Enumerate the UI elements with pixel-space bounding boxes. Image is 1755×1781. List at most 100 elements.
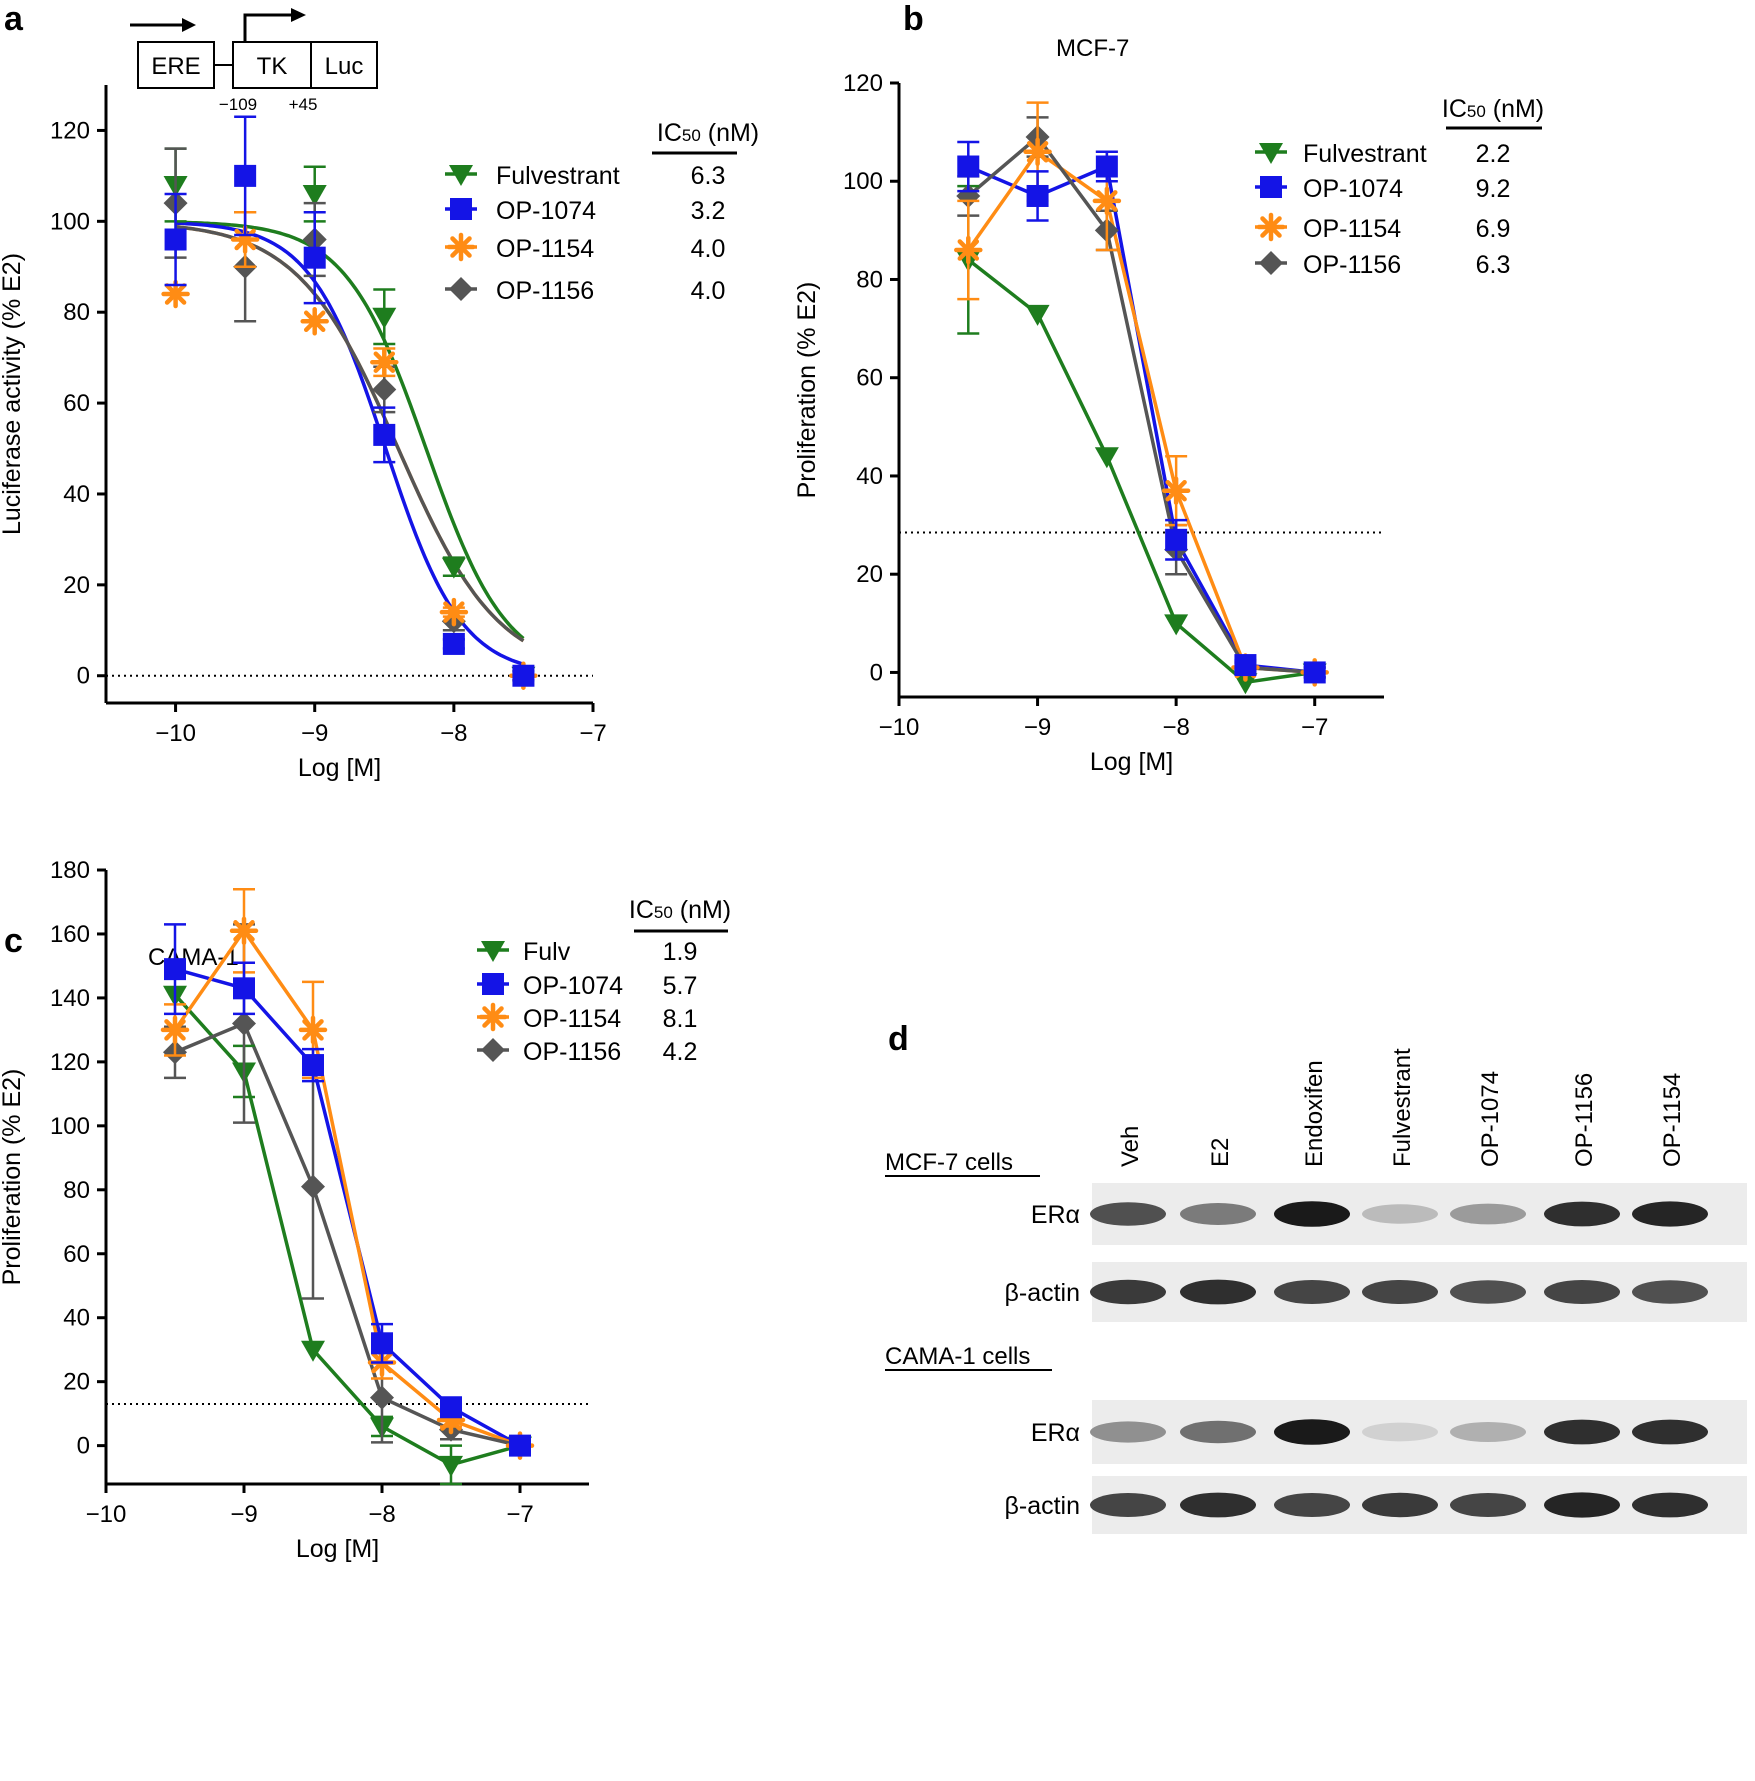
data-point-op-1156 bbox=[370, 1385, 394, 1410]
ic50-value: 6.3 bbox=[1476, 251, 1511, 279]
ic50-value: 2.2 bbox=[1476, 140, 1511, 168]
tk-box-label: TK bbox=[257, 53, 288, 80]
ic50-value: 4.2 bbox=[663, 1038, 698, 1066]
tss-arrow-line bbox=[243, 13, 293, 42]
ic50-value: 5.7 bbox=[663, 972, 698, 1000]
x-axis-title: Log [M] bbox=[1090, 748, 1173, 776]
series-line-op-1074 bbox=[174, 967, 521, 1448]
lane-label-op-1154: OP-1154 bbox=[1659, 1073, 1686, 1167]
blot-band bbox=[1632, 1280, 1708, 1304]
legend-marker-op-1154 bbox=[1256, 212, 1286, 242]
blot-band bbox=[1544, 1419, 1620, 1445]
legend-marker-op-1154 bbox=[478, 1002, 508, 1032]
legend-marker-op-1156 bbox=[1259, 251, 1283, 275]
blot-band bbox=[1544, 1201, 1620, 1227]
blot-band bbox=[1632, 1419, 1708, 1445]
data-point-op-1074 bbox=[302, 1054, 324, 1077]
panel-letter-c: c bbox=[4, 922, 23, 960]
data-point-op-1074 bbox=[164, 958, 186, 981]
legend-label: OP-1074 bbox=[496, 197, 596, 225]
data-point-op-1074 bbox=[164, 228, 187, 251]
ic50-value: 6.9 bbox=[1476, 215, 1511, 243]
legend-marker-fulv bbox=[481, 941, 505, 962]
legend-marker-fulvestrant bbox=[1259, 143, 1283, 164]
cells-label: MCF-7 cells bbox=[885, 1149, 1013, 1176]
data-point-fulvestrant bbox=[1164, 614, 1189, 636]
x-tick-label: −10 bbox=[879, 714, 920, 741]
tss-arrow-head-icon bbox=[291, 8, 306, 22]
legend-label: Fulvestrant bbox=[496, 162, 620, 190]
y-tick-label: 80 bbox=[63, 299, 90, 326]
panel-letter-d: d bbox=[888, 1020, 909, 1058]
legend: IC50 (nM) Fulvestrant 2.2 OP-1074 9.2 OP-1154… bbox=[1255, 95, 1544, 279]
panel-b-mcf7-proliferation-chart: b MCF-7 0 20 40 60 80 100 120 −10 −9 −8 −7 Log [M] P… bbox=[793, 0, 1544, 776]
lane-label-fulvestrant: Fulvestrant bbox=[1389, 1048, 1416, 1167]
y-tick-label: 80 bbox=[63, 1177, 90, 1204]
y-tick-label: 80 bbox=[856, 266, 883, 293]
y-tick-label: 60 bbox=[63, 390, 90, 417]
y-tick-label: 20 bbox=[856, 561, 883, 588]
data-point-op-1154 bbox=[954, 235, 983, 265]
blot-band bbox=[1544, 1492, 1620, 1518]
ic50-value: 3.2 bbox=[691, 197, 726, 225]
blot-band bbox=[1632, 1492, 1708, 1518]
data-point-fulvestrant bbox=[372, 307, 397, 329]
lane-label-e2: E2 bbox=[1207, 1138, 1234, 1167]
blot-band bbox=[1450, 1203, 1526, 1225]
data-point-op-1154 bbox=[229, 916, 259, 946]
y-tick-label: 120 bbox=[50, 1049, 90, 1076]
data-point-fulv bbox=[439, 1455, 463, 1477]
position-plus-45-label: +45 bbox=[289, 95, 318, 114]
legend-marker-op-1156 bbox=[481, 1038, 505, 1062]
ic50-header: IC50 (nM) bbox=[1442, 95, 1544, 123]
blot-band bbox=[1362, 1280, 1438, 1304]
blot-band bbox=[1362, 1492, 1438, 1518]
data-point-op-1156 bbox=[232, 1011, 256, 1036]
blot-band bbox=[1450, 1422, 1526, 1442]
data-point-fulv bbox=[301, 1340, 325, 1362]
ic50-value: 9.2 bbox=[1476, 175, 1511, 203]
fit-curve-fulvestrant bbox=[175, 220, 525, 640]
legend-marker-fulvestrant bbox=[449, 165, 473, 186]
panel-b-title: MCF-7 bbox=[1056, 35, 1129, 62]
y-tick-label: 0 bbox=[77, 663, 90, 690]
blot-row-label: β-actin bbox=[1004, 1279, 1080, 1307]
x-tick-label: −8 bbox=[368, 1501, 395, 1528]
y-tick-label: 40 bbox=[856, 463, 883, 490]
ic50-value: 1.9 bbox=[663, 938, 698, 966]
y-tick-label: 120 bbox=[50, 117, 90, 144]
blot-band bbox=[1180, 1420, 1256, 1444]
y-tick-label: 40 bbox=[63, 481, 90, 508]
ic50-value: 4.0 bbox=[691, 277, 726, 305]
blot-band bbox=[1180, 1492, 1256, 1518]
data-point-fulvestrant bbox=[302, 185, 327, 207]
y-tick-label: 100 bbox=[50, 1113, 90, 1140]
x-tick-label: −7 bbox=[579, 720, 606, 747]
x-tick-label: −10 bbox=[86, 1501, 127, 1528]
x-tick-label: −7 bbox=[506, 1501, 533, 1528]
legend-label: OP-1156 bbox=[1303, 251, 1401, 279]
y-axis-title: Proliferation (% E2) bbox=[793, 282, 821, 499]
x-tick-label: −7 bbox=[1301, 714, 1328, 741]
legend-label: OP-1154 bbox=[1303, 215, 1401, 243]
x-tick-label: −10 bbox=[155, 720, 196, 747]
blot-band bbox=[1180, 1279, 1256, 1305]
data-point-op-1154 bbox=[230, 225, 260, 254]
data-point-op-1074 bbox=[1095, 155, 1118, 178]
ere-box-label: ERE bbox=[151, 53, 200, 80]
data-point-op-1154 bbox=[161, 279, 190, 309]
blot-band bbox=[1544, 1280, 1620, 1304]
y-axis-title: Proliferation (% E2) bbox=[0, 1069, 26, 1286]
x-axis-title: Log [M] bbox=[298, 754, 381, 782]
data-point-op-1154 bbox=[160, 1015, 190, 1045]
blot-row-label: ERα bbox=[1031, 1201, 1080, 1229]
ic50-value: 8.1 bbox=[663, 1005, 698, 1033]
legend-marker-op-1074 bbox=[450, 198, 472, 220]
blot-band bbox=[1274, 1201, 1350, 1227]
lane-label-endoxifen: Endoxifen bbox=[1301, 1060, 1328, 1167]
y-tick-label: 60 bbox=[63, 1241, 90, 1268]
data-point-op-1154 bbox=[370, 347, 399, 377]
blot-band bbox=[1274, 1280, 1350, 1304]
blot-band bbox=[1274, 1419, 1350, 1445]
